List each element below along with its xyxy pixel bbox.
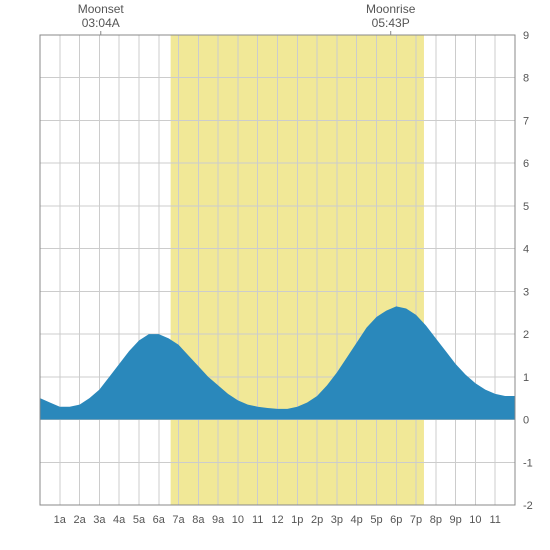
x-tick-label: 1a bbox=[54, 514, 67, 526]
x-tick-label: 9p bbox=[450, 514, 462, 526]
y-tick-label: 6 bbox=[523, 158, 529, 170]
y-tick-label: 7 bbox=[523, 115, 529, 127]
x-tick-label: 5p bbox=[370, 514, 382, 526]
y-tick-label: 8 bbox=[523, 73, 529, 85]
x-tick-label: 4a bbox=[113, 514, 126, 526]
y-tick-label: 0 bbox=[523, 415, 529, 427]
x-tick-label: 2p bbox=[311, 514, 323, 526]
x-tick-label: 2a bbox=[73, 514, 86, 526]
y-tick-label: 2 bbox=[523, 329, 529, 341]
moon-event-name: Moonrise bbox=[366, 2, 416, 16]
x-tick-label: 3p bbox=[331, 514, 343, 526]
x-tick-label: 10 bbox=[232, 514, 244, 526]
tide-chart: -2-101234567891a2a3a4a5a6a7a8a9a1011121p… bbox=[0, 0, 550, 550]
x-tick-label: 3a bbox=[93, 514, 106, 526]
y-tick-label: -2 bbox=[523, 500, 533, 512]
x-tick-label: 8p bbox=[430, 514, 442, 526]
x-tick-label: 10 bbox=[469, 514, 481, 526]
x-tick-label: 7a bbox=[172, 514, 185, 526]
x-tick-label: 11 bbox=[489, 514, 500, 526]
x-tick-label: 11 bbox=[252, 514, 263, 526]
x-tick-label: 7p bbox=[410, 514, 422, 526]
chart-svg: -2-101234567891a2a3a4a5a6a7a8a9a1011121p… bbox=[0, 0, 550, 550]
x-tick-label: 5a bbox=[133, 514, 146, 526]
x-tick-label: 6p bbox=[390, 514, 402, 526]
x-tick-label: 12 bbox=[271, 514, 283, 526]
y-tick-label: 1 bbox=[523, 372, 529, 384]
y-tick-label: 4 bbox=[523, 244, 529, 256]
x-tick-label: 6a bbox=[153, 514, 166, 526]
y-tick-label: 5 bbox=[523, 201, 529, 213]
x-tick-label: 4p bbox=[351, 514, 363, 526]
moon-event-time: 03:04A bbox=[82, 16, 120, 30]
y-tick-label: 3 bbox=[523, 286, 529, 298]
x-tick-label: 9a bbox=[212, 514, 225, 526]
moon-event-name: Moonset bbox=[78, 2, 125, 16]
x-tick-label: 1p bbox=[291, 514, 303, 526]
y-tick-label: 9 bbox=[523, 30, 529, 42]
x-tick-label: 8a bbox=[192, 514, 205, 526]
moon-event-time: 05:43P bbox=[372, 16, 410, 30]
y-tick-label: -1 bbox=[523, 457, 533, 469]
